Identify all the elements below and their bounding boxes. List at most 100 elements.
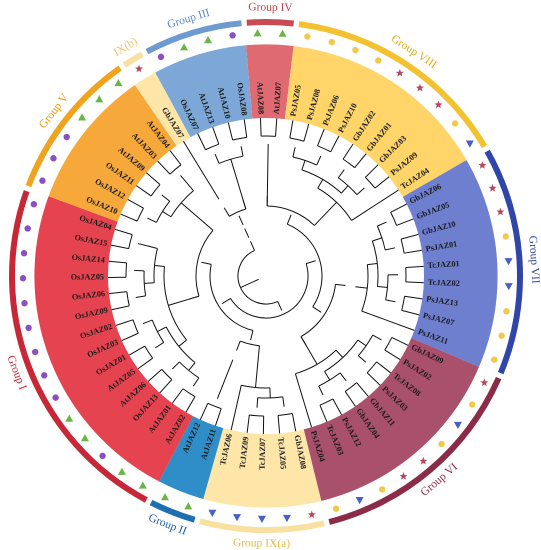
group-sector-vi	[303, 337, 480, 502]
group-sector-ii	[158, 416, 224, 500]
purple-circle-marker	[19, 275, 27, 282]
group-ring-arc-v	[25, 65, 122, 188]
blue-triangle-marker	[504, 258, 513, 266]
leaf-label: TcJAZ05	[276, 437, 288, 470]
star-marker	[399, 472, 408, 480]
group-sector-vii	[402, 159, 499, 367]
yellow-circle-marker	[498, 332, 505, 339]
group-label-v: Group V	[37, 91, 72, 131]
purple-circle-marker	[50, 155, 57, 162]
star-marker	[395, 68, 404, 77]
leaf-label: AtJAZ08	[255, 82, 265, 115]
group-sector-ixb	[134, 72, 191, 146]
blue-triangle-marker	[257, 515, 266, 523]
leaf-label: OsJAZ05	[71, 272, 104, 281]
green-triangle-marker	[65, 414, 74, 422]
purple-circle-marker	[41, 372, 48, 379]
blue-triangle-marker	[453, 421, 462, 430]
purple-circle-marker	[25, 324, 32, 332]
green-triangle-marker	[138, 481, 147, 489]
leaf-label: AtJAZ07	[272, 82, 283, 115]
leaf-label: TcJAZ07	[258, 438, 268, 470]
group-label-ixa: Group IX(a)	[233, 537, 291, 550]
star-marker	[135, 64, 143, 73]
group-sector-iii	[155, 44, 253, 138]
green-triangle-marker	[161, 493, 170, 501]
yellow-circle-marker	[352, 46, 359, 54]
group-sector-iv	[245, 44, 294, 120]
yellow-circle-marker	[503, 307, 510, 315]
star-marker	[307, 510, 316, 519]
group-sectors	[33, 44, 499, 508]
leaf-label: OsJAZ06	[71, 289, 105, 302]
blue-triangle-marker	[233, 514, 242, 522]
purple-circle-marker	[63, 133, 70, 141]
green-triangle-marker	[95, 95, 104, 103]
purple-circle-marker	[157, 53, 165, 61]
leaf-label: OsJAZ14	[71, 253, 105, 265]
group-sector-ixa	[203, 428, 322, 508]
blue-triangle-marker	[208, 509, 217, 518]
green-triangle-marker	[117, 467, 126, 475]
star-marker	[488, 184, 497, 192]
star-marker	[434, 100, 443, 109]
group-label-viii: Group VIII	[389, 33, 439, 72]
yellow-circle-marker	[375, 57, 382, 64]
purple-circle-marker	[31, 348, 39, 356]
yellow-circle-marker	[332, 505, 340, 512]
group-sector-v	[48, 84, 177, 222]
yellow-circle-marker	[378, 486, 386, 493]
group-label-vii: Group VII	[526, 235, 541, 284]
group-ring-arc-vii	[484, 149, 523, 375]
purple-circle-marker	[30, 201, 38, 208]
group-sector-viii	[284, 45, 467, 197]
purple-circle-marker	[99, 452, 106, 460]
star-marker	[480, 378, 489, 387]
group-ring-arc-ii	[149, 499, 196, 523]
blue-triangle-marker	[282, 514, 291, 523]
star-marker	[419, 456, 428, 465]
yellow-circle-marker	[502, 233, 509, 240]
yellow-circle-marker	[451, 120, 459, 127]
group-ring-arc-ixa	[199, 518, 325, 534]
green-triangle-marker	[253, 29, 262, 37]
group-ring-arc-iii	[145, 20, 242, 55]
purple-circle-marker	[21, 299, 28, 307]
purple-circle-marker	[39, 177, 46, 184]
leaf-label: TcJAZ02	[428, 278, 460, 288]
tree-branches	[108, 118, 424, 434]
purple-circle-marker	[24, 225, 31, 232]
green-triangle-marker	[114, 78, 123, 87]
green-triangle-marker	[278, 29, 287, 37]
group-sector-i	[33, 196, 194, 482]
group-ring	[9, 18, 523, 534]
group-ring-arc-iv	[246, 18, 294, 27]
green-triangle-marker	[80, 434, 89, 442]
yellow-circle-marker	[328, 38, 335, 46]
green-triangle-marker	[78, 113, 87, 121]
group-label-vi: Group VI	[419, 461, 461, 499]
yellow-circle-marker	[438, 440, 445, 448]
blue-triangle-marker	[465, 140, 474, 148]
green-triangle-marker	[184, 502, 193, 510]
group-ring-arc-ixb	[122, 51, 144, 68]
blue-triangle-marker	[355, 497, 364, 505]
leaf-label: TcJAZ01	[427, 259, 459, 270]
purple-circle-marker	[52, 394, 59, 401]
star-marker	[478, 161, 487, 169]
sector-outline	[33, 43, 499, 509]
green-triangle-marker	[180, 43, 189, 51]
blue-triangle-marker	[504, 283, 513, 291]
leaf-label: TcJAZ09	[238, 436, 251, 469]
yellow-circle-marker	[304, 33, 311, 40]
green-triangle-marker	[204, 36, 213, 44]
group-label-iv: Group IV	[248, 1, 293, 14]
star-marker	[415, 83, 424, 92]
yellow-circle-marker	[469, 401, 476, 408]
purple-circle-marker	[20, 250, 28, 257]
purple-circle-marker	[229, 32, 236, 39]
yellow-circle-marker	[490, 356, 498, 363]
leaf-markers	[19, 29, 513, 523]
